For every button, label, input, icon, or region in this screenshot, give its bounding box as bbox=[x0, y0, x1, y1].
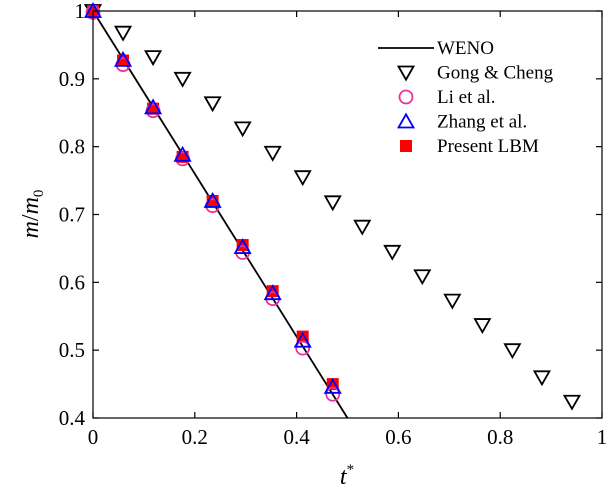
data-point bbox=[233, 121, 252, 138]
data-point bbox=[532, 370, 551, 387]
series-line bbox=[92, 10, 349, 419]
data-point bbox=[473, 318, 492, 335]
data-point bbox=[503, 343, 522, 360]
y-tick-label: 0.4 bbox=[59, 406, 86, 430]
legend-marker bbox=[398, 89, 414, 105]
data-point bbox=[353, 219, 372, 236]
data-point bbox=[295, 340, 311, 356]
legend-item: Zhang et al. bbox=[396, 112, 527, 133]
data-point bbox=[263, 284, 282, 301]
data-point bbox=[203, 191, 222, 208]
legend-label: Li et al. bbox=[437, 87, 496, 108]
legend-label: Gong & Cheng bbox=[437, 63, 554, 84]
data-point bbox=[173, 145, 192, 162]
legend-marker bbox=[400, 140, 412, 152]
y-tick-label: 0.7 bbox=[59, 203, 85, 227]
data-point bbox=[173, 71, 192, 88]
legend-label: Present LBM bbox=[437, 136, 539, 157]
y-tick-label: 1 bbox=[75, 0, 86, 23]
y-tick-label: 0.9 bbox=[59, 67, 85, 91]
tick-labels: 0 0.2 0.4 0.6 0.8 1 0.4 0.5 0.6 0.7 0.8 0.9 1 bbox=[59, 0, 608, 449]
series-weno bbox=[92, 10, 349, 419]
data-point bbox=[144, 98, 163, 115]
data-point bbox=[383, 244, 402, 261]
data-point bbox=[323, 195, 342, 212]
data-point bbox=[293, 170, 312, 187]
data-point bbox=[323, 377, 342, 394]
legend-item: Li et al. bbox=[398, 87, 496, 108]
data-point bbox=[443, 293, 462, 310]
legend: WENO Gong & Cheng Li et al. Zhang et al. Pre… bbox=[378, 38, 554, 157]
data-point bbox=[293, 331, 312, 348]
data-point bbox=[203, 96, 222, 113]
x-tick-label: 0 bbox=[88, 425, 99, 449]
legend-item: Present LBM bbox=[400, 136, 539, 157]
plot-frame bbox=[92, 10, 603, 419]
data-point bbox=[413, 269, 432, 286]
x-tick-label: 1 bbox=[597, 425, 608, 449]
data-point bbox=[113, 25, 133, 42]
legend-marker bbox=[396, 112, 416, 129]
y-tick-label: 0.6 bbox=[59, 270, 85, 294]
y-tick-label: 0.8 bbox=[59, 135, 85, 159]
data-point bbox=[113, 50, 133, 67]
legend-item: WENO bbox=[378, 38, 494, 59]
series-layer bbox=[83, 2, 582, 419]
x-tick-label: 0.2 bbox=[182, 425, 208, 449]
data-point bbox=[233, 238, 252, 254]
data-point bbox=[263, 145, 282, 162]
data-point bbox=[144, 50, 163, 67]
legend-label: WENO bbox=[437, 38, 494, 59]
y-tick-label: 0.5 bbox=[59, 338, 85, 362]
legend-marker bbox=[396, 65, 416, 82]
x-tick-label: 0.8 bbox=[487, 425, 513, 449]
legend-label: Zhang et al. bbox=[437, 112, 527, 133]
data-point bbox=[562, 394, 582, 411]
svg-text:m/m0: m/m0 bbox=[18, 190, 47, 239]
x-axis-label: t* bbox=[340, 462, 354, 490]
data-point bbox=[325, 386, 341, 402]
y-axis-label: m/m0 bbox=[18, 190, 47, 239]
x-tick-label: 0.4 bbox=[283, 425, 310, 449]
legend-item: Gong & Cheng bbox=[396, 63, 554, 84]
series-zhang-et-al- bbox=[83, 2, 342, 394]
x-tick-label: 0.6 bbox=[385, 425, 411, 449]
